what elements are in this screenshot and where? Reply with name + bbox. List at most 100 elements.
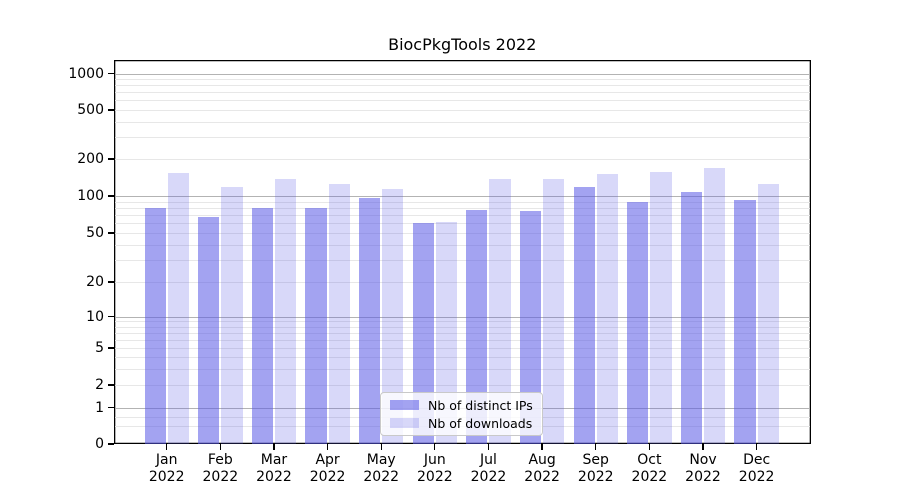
minor-gridline xyxy=(114,368,810,370)
bar-distinct-ips-sep xyxy=(573,187,595,444)
y-tick-label: 500 xyxy=(77,102,104,118)
minor-gridline xyxy=(114,137,810,139)
x-tick-mark xyxy=(434,444,436,450)
major-gridline xyxy=(114,196,810,197)
bar-distinct-ips-dec xyxy=(734,200,756,444)
x-tick-label-jan: Jan 2022 xyxy=(148,452,185,485)
bar-downloads-feb xyxy=(221,186,243,444)
x-tick-mark xyxy=(380,444,382,450)
x-tick-label-feb: Feb 2022 xyxy=(202,452,239,485)
minor-gridline xyxy=(114,85,810,87)
y-tick-label: 20 xyxy=(86,274,104,290)
x-tick-mark xyxy=(755,444,758,450)
bar-downloads-jul xyxy=(489,179,511,444)
legend-item-distinct-ips: Nb of distinct IPs xyxy=(390,398,534,413)
legend-item-downloads: Nb of downloads xyxy=(390,416,534,431)
x-tick-label-oct: Oct 2022 xyxy=(631,452,668,485)
minor-gridline xyxy=(114,201,810,203)
x-tick-mark xyxy=(166,444,168,450)
bar-distinct-ips-feb xyxy=(198,217,220,444)
y-tick-label: 50 xyxy=(86,225,104,241)
minor-gridline xyxy=(114,357,810,358)
bar-distinct-ips-oct xyxy=(627,202,649,444)
bar-downloads-apr xyxy=(328,184,350,444)
x-tick-label-nov: Nov 2022 xyxy=(685,452,721,485)
bar-distinct-ips-jun xyxy=(412,223,434,444)
legend-swatch-downloads xyxy=(390,417,419,429)
minor-gridline xyxy=(114,233,810,234)
y-tick-mark xyxy=(107,232,114,234)
legend-swatch-distinct-ips xyxy=(390,399,419,411)
minor-gridline xyxy=(114,223,810,225)
x-tick-mark xyxy=(219,444,221,450)
bar-downloads-aug xyxy=(543,178,565,444)
minor-gridline xyxy=(114,385,810,386)
minor-gridline xyxy=(114,260,810,262)
y-tick-label: 10 xyxy=(86,308,104,325)
x-tick-mark xyxy=(595,444,597,450)
x-tick-mark xyxy=(702,444,704,450)
bar-downloads-may xyxy=(382,189,404,444)
minor-gridline xyxy=(114,282,810,283)
x-tick-label-sep: Sep 2022 xyxy=(577,452,614,485)
bar-distinct-ips-apr xyxy=(305,207,327,444)
bar-distinct-ips-jan xyxy=(144,207,166,444)
minor-gridline xyxy=(114,326,810,328)
minor-gridline xyxy=(114,321,810,323)
bar-downloads-jan xyxy=(167,172,189,444)
y-tick-mark xyxy=(107,347,114,349)
y-tick-mark xyxy=(107,315,114,318)
plot-area xyxy=(113,60,811,444)
x-tick-label-may: May 2022 xyxy=(363,452,400,485)
x-tick-label-dec: Dec 2022 xyxy=(738,452,775,485)
x-tick-mark xyxy=(541,444,543,450)
minor-gridline xyxy=(114,110,810,111)
y-tick-mark xyxy=(107,158,114,160)
minor-gridline xyxy=(114,348,810,349)
y-tick-label: 1000 xyxy=(68,65,104,82)
y-tick-mark xyxy=(107,195,114,197)
minor-gridline xyxy=(114,121,810,123)
y-tick-label: 0 xyxy=(95,436,104,452)
y-tick-label: 200 xyxy=(77,151,104,167)
chart-title: BiocPkgTools 2022 xyxy=(388,35,537,54)
minor-gridline xyxy=(114,92,810,94)
legend: Nb of distinct IPs Nb of downloads xyxy=(380,391,543,436)
x-tick-mark xyxy=(326,444,329,450)
bar-distinct-ips-mar xyxy=(251,207,273,444)
bar-distinct-ips-nov xyxy=(680,192,702,444)
bar-downloads-sep xyxy=(596,173,618,444)
bar-downloads-mar xyxy=(274,179,297,444)
y-tick-label: 100 xyxy=(77,188,104,204)
x-tick-label-apr: Apr 2022 xyxy=(309,452,346,485)
y-tick-mark xyxy=(107,406,114,409)
x-tick-mark xyxy=(648,444,651,450)
minor-gridline xyxy=(114,332,810,334)
minor-gridline xyxy=(114,339,810,341)
minor-gridline xyxy=(114,159,810,160)
bar-downloads-jun xyxy=(435,221,458,444)
y-tick-mark xyxy=(107,281,114,283)
bar-distinct-ips-aug xyxy=(519,211,542,444)
legend-label-downloads: Nb of downloads xyxy=(428,415,533,431)
bar-downloads-oct xyxy=(650,171,672,444)
x-tick-mark xyxy=(273,444,275,450)
y-tick-mark xyxy=(107,109,114,111)
y-tick-mark xyxy=(107,384,114,386)
bar-distinct-ips-may xyxy=(359,198,381,444)
y-tick-label: 5 xyxy=(95,340,104,356)
y-tick-label: 1 xyxy=(95,399,104,416)
x-tick-mark xyxy=(487,444,490,450)
x-tick-label-aug: Aug 2022 xyxy=(524,452,560,485)
x-tick-label-jul: Jul 2022 xyxy=(470,452,507,485)
minor-gridline xyxy=(114,79,810,81)
minor-gridline xyxy=(114,244,810,246)
x-tick-label-mar: Mar 2022 xyxy=(256,452,292,485)
bar-downloads-nov xyxy=(704,168,726,444)
bar-downloads-dec xyxy=(757,183,779,444)
y-tick-mark xyxy=(107,443,114,445)
minor-gridline xyxy=(114,207,810,209)
minor-gridline xyxy=(114,215,810,217)
minor-gridline xyxy=(114,100,810,102)
major-gridline xyxy=(114,316,810,318)
